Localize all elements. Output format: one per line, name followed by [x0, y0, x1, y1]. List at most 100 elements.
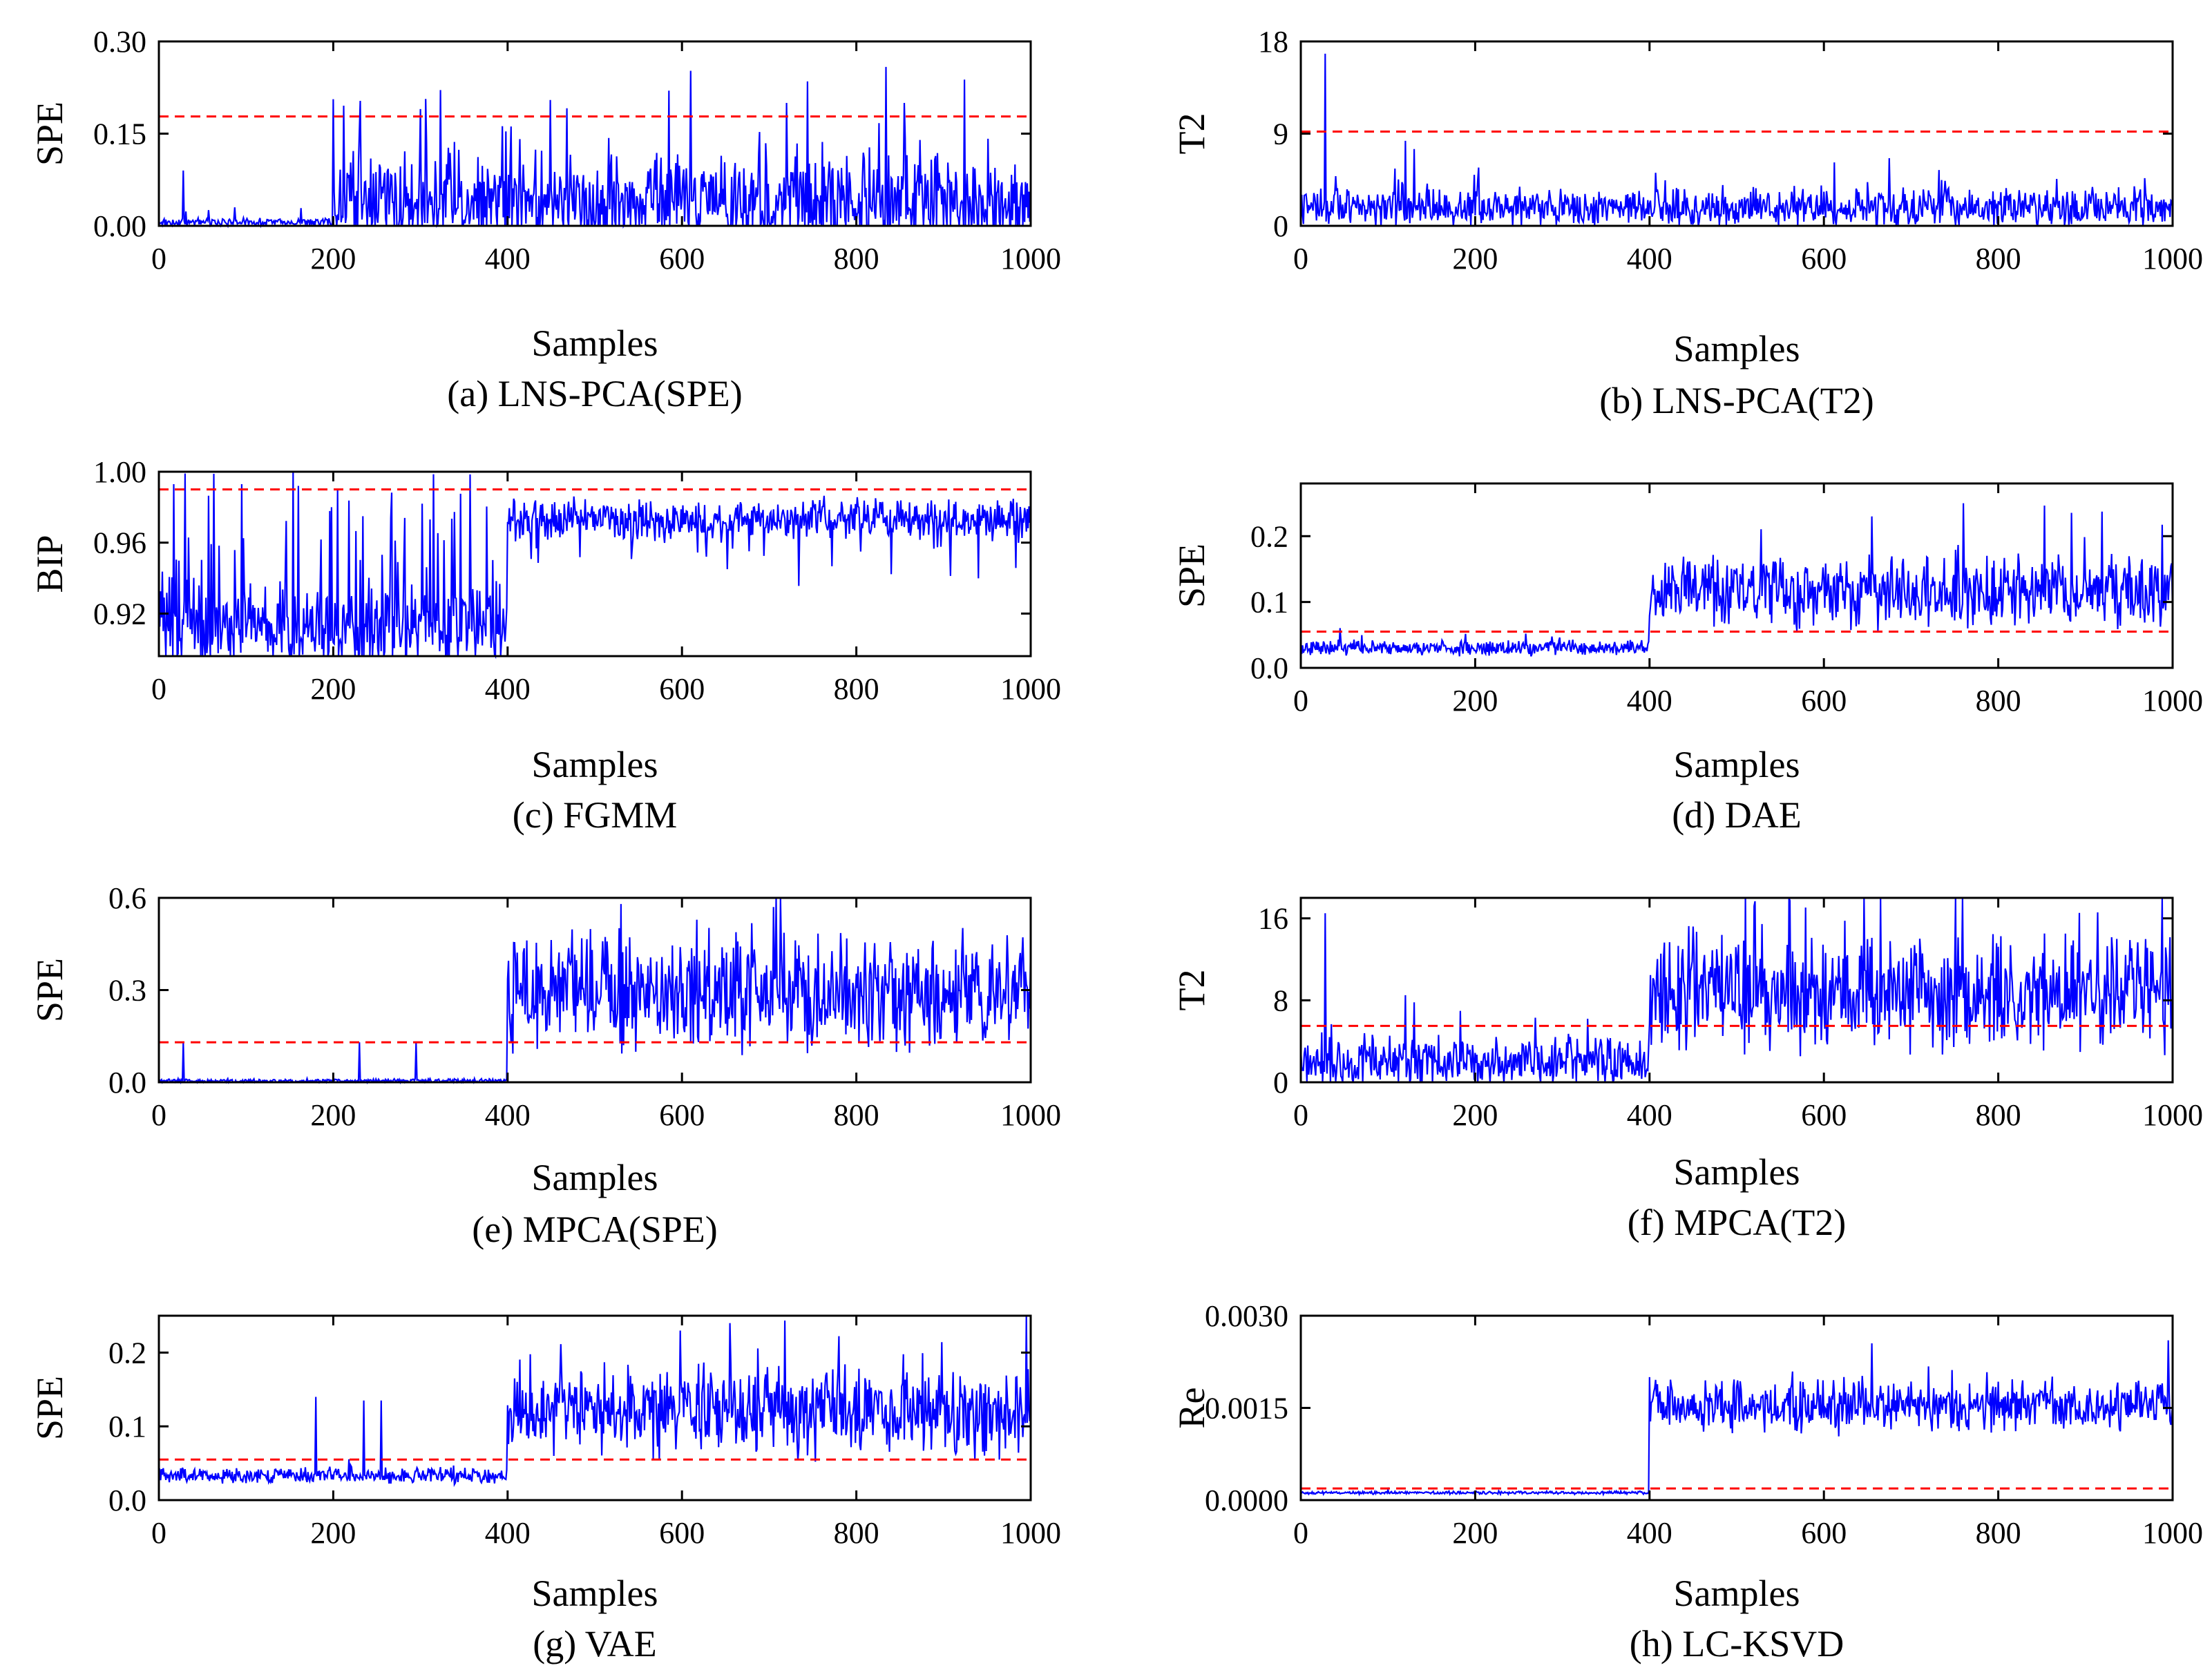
x-tick-label-c: 0 [151, 672, 166, 706]
x-tick-label-a: 400 [485, 242, 531, 276]
x-tick-label-h: 600 [1801, 1516, 1847, 1550]
x-tick-label-d: 600 [1801, 684, 1847, 718]
x-tick-label-c: 200 [310, 672, 356, 706]
series-line-h [1300, 1340, 2174, 1497]
x-tick-label-g: 200 [310, 1516, 356, 1550]
panel-d: 0 200 400 600 800 1000 0.0 0.1 0.2 SPE Samples (d) … [1171, 482, 2203, 836]
y-tick-label-g: 0.2 [108, 1336, 146, 1370]
panel-caption-c: (c) FGMM [513, 794, 678, 836]
series-line-c [158, 471, 1032, 660]
x-axis-label-a: Samples [532, 323, 658, 364]
x-axis-label-c: Samples [532, 744, 658, 785]
y-tick-label-f: 8 [1273, 984, 1288, 1017]
x-tick-label-c: 600 [659, 672, 705, 706]
x-tick-label-f: 1000 [2142, 1098, 2203, 1132]
x-tick-label-f: 800 [1976, 1098, 2021, 1132]
x-tick-label-h: 0 [1293, 1516, 1308, 1550]
x-tick-label-g: 0 [151, 1516, 166, 1550]
x-tick-label-b: 0 [1293, 242, 1308, 276]
x-axis-label-e: Samples [532, 1157, 658, 1198]
x-tick-label-e: 600 [659, 1098, 705, 1132]
plot-frame-b [1299, 40, 2174, 227]
x-tick-label-a: 600 [659, 242, 705, 276]
x-tick-label-d: 1000 [2142, 684, 2203, 718]
x-tick-label-f: 400 [1627, 1098, 1672, 1132]
y-tick-label-g: 0.1 [108, 1410, 146, 1443]
y-axis-label-c: BIP [29, 535, 70, 593]
panel-caption-g: (g) VAE [533, 1623, 657, 1664]
x-tick-label-h: 200 [1452, 1516, 1498, 1550]
y-tick-label-h: 0.0015 [1205, 1392, 1288, 1426]
x-tick-label-a: 200 [310, 242, 356, 276]
panel-a: 0 200 400 600 800 1000 0.00 0.15 0.30 SPE Samples (… [29, 25, 1061, 414]
panel-g: 0 200 400 600 800 1000 0.0 0.1 0.2 SPE Samples (g) … [29, 1314, 1061, 1664]
panel-caption-a: (a) LNS-PCA(SPE) [447, 373, 743, 414]
series-line-a [158, 66, 1032, 229]
x-tick-label-a: 0 [151, 242, 166, 276]
y-tick-label-d: 0.0 [1250, 651, 1288, 685]
x-axis-label-b: Samples [1674, 328, 1800, 370]
series-line-g [158, 1315, 1032, 1488]
panel-caption-f: (f) MPCA(T2) [1628, 1202, 1846, 1243]
x-tick-label-e: 800 [834, 1098, 879, 1132]
x-tick-label-b: 200 [1452, 242, 1498, 276]
x-axis-label-g: Samples [532, 1573, 658, 1614]
x-tick-label-c: 400 [485, 672, 531, 706]
x-tick-label-b: 400 [1627, 242, 1672, 276]
x-tick-label-e: 200 [310, 1098, 356, 1132]
y-tick-label-d: 0.2 [1250, 519, 1288, 553]
x-tick-label-a: 1000 [1000, 242, 1061, 276]
plot-frame-f [1299, 896, 2174, 1084]
y-axis-label-d: SPE [1171, 544, 1212, 608]
x-tick-label-d: 200 [1452, 684, 1498, 718]
x-tick-label-g: 600 [659, 1516, 705, 1550]
x-axis-label-f: Samples [1674, 1151, 1800, 1193]
panel-caption-b: (b) LNS-PCA(T2) [1599, 380, 1873, 421]
y-tick-label-c: 0.92 [93, 597, 146, 631]
panel-f: 0 200 400 600 800 1000 0 8 16 T2 Samples (f) MPCA(T… [1171, 896, 2203, 1243]
y-tick-label-c: 0.96 [93, 526, 146, 560]
x-tick-label-g: 1000 [1000, 1516, 1061, 1550]
y-axis-label-e: SPE [29, 958, 70, 1022]
y-axis-label-b: T2 [1171, 113, 1212, 155]
x-tick-label-g: 800 [834, 1516, 879, 1550]
x-axis-label-h: Samples [1674, 1573, 1800, 1614]
panel-h: 0 200 400 600 800 1000 0.0000 0.0015 0.0030 Re Sam… [1171, 1299, 2203, 1664]
y-tick-label-f: 0 [1273, 1066, 1288, 1100]
x-tick-label-h: 800 [1976, 1516, 2021, 1550]
x-tick-label-d: 0 [1293, 684, 1308, 718]
panel-e: 0 200 400 600 800 1000 0.0 0.3 0.6 SPE Samples (e) … [29, 881, 1061, 1250]
x-tick-label-c: 1000 [1000, 672, 1061, 706]
x-tick-label-a: 800 [834, 242, 879, 276]
x-axis-label-d: Samples [1674, 744, 1800, 785]
y-axis-label-h: Re [1171, 1388, 1212, 1429]
x-tick-label-g: 400 [485, 1516, 531, 1550]
y-tick-label-b: 9 [1273, 117, 1288, 151]
y-axis-label-a: SPE [29, 102, 70, 166]
y-tick-label-g: 0.0 [108, 1484, 146, 1517]
x-tick-label-e: 0 [151, 1098, 166, 1132]
x-tick-label-h: 400 [1627, 1516, 1672, 1550]
y-tick-label-a: 0.15 [93, 117, 146, 151]
panel-b: 0 200 400 600 800 1000 0 9 18 T2 Samples (b) LNS-PC… [1171, 25, 2203, 421]
y-tick-label-e: 0.3 [108, 974, 146, 1008]
y-tick-label-a: 0.30 [93, 25, 146, 59]
x-tick-label-f: 0 [1293, 1098, 1308, 1132]
y-tick-label-e: 0.0 [108, 1066, 146, 1100]
x-tick-label-h: 1000 [2142, 1516, 2203, 1550]
y-tick-label-b: 0 [1273, 209, 1288, 243]
panel-c: 0 200 400 600 800 1000 0.92 0.96 1.00 BIP Samples (… [29, 455, 1061, 836]
panel-caption-d: (d) DAE [1672, 794, 1801, 836]
x-tick-label-b: 800 [1976, 242, 2021, 276]
x-tick-label-b: 600 [1801, 242, 1847, 276]
x-tick-label-f: 600 [1801, 1098, 1847, 1132]
x-tick-label-d: 800 [1976, 684, 2021, 718]
x-tick-label-d: 400 [1627, 684, 1672, 718]
panel-caption-e: (e) MPCA(SPE) [472, 1209, 718, 1250]
x-tick-label-e: 400 [485, 1098, 531, 1132]
plot-frame-c [158, 470, 1032, 658]
x-tick-label-c: 800 [834, 672, 879, 706]
y-tick-label-h: 0.0030 [1205, 1299, 1288, 1333]
series-line-b [1299, 53, 2174, 228]
